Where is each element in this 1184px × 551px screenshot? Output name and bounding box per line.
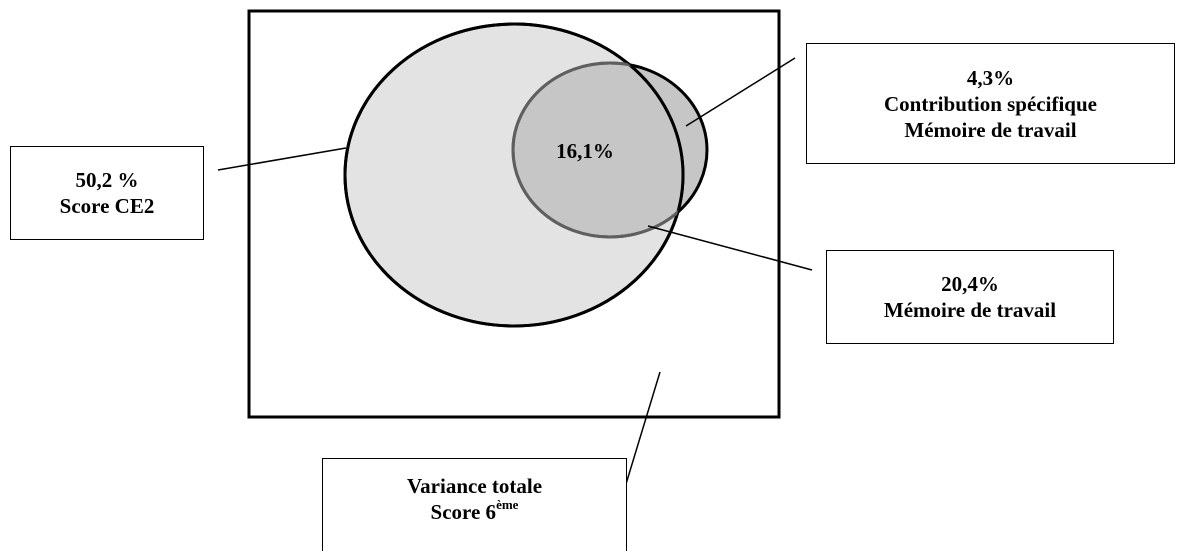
variance-line2-wrapper: Score 6ème [430, 497, 519, 525]
memoire-name: Mémoire de travail [883, 298, 1057, 322]
ce2-label-box: 50,2 % Score CE2 [10, 146, 204, 240]
leader-line-contrib [685, 57, 796, 127]
working-memory-label-box: 20,4% Mémoire de travail [826, 250, 1114, 344]
leader-line-variance [625, 371, 661, 485]
ce2-name: Score CE2 [59, 194, 155, 218]
ce2-percent: 50,2 % [75, 168, 139, 192]
specific-contribution-label-box: 4,3% Contribution spécifique Mémoire de … [806, 43, 1175, 164]
contrib-line2: Mémoire de travail [904, 117, 1077, 142]
contrib-line1: Contribution spécifique [884, 91, 1097, 116]
total-variance-label-box: Variance totale Score 6ème [322, 458, 627, 551]
variance-superscript: ème [496, 497, 519, 512]
overlap-percent-label: 16,1% [556, 139, 614, 163]
working-memory-circle-inner-outline [511, 61, 683, 239]
leader-line-memoire [647, 225, 813, 271]
ce2-circle-outline [343, 22, 685, 328]
memoire-percent: 20,4% [941, 272, 999, 296]
leader-line-ce2 [217, 147, 347, 171]
variance-line1: Variance totale [406, 474, 543, 498]
variance-line2: Score 6 [430, 500, 497, 524]
contrib-percent: 4,3% [966, 65, 1015, 90]
